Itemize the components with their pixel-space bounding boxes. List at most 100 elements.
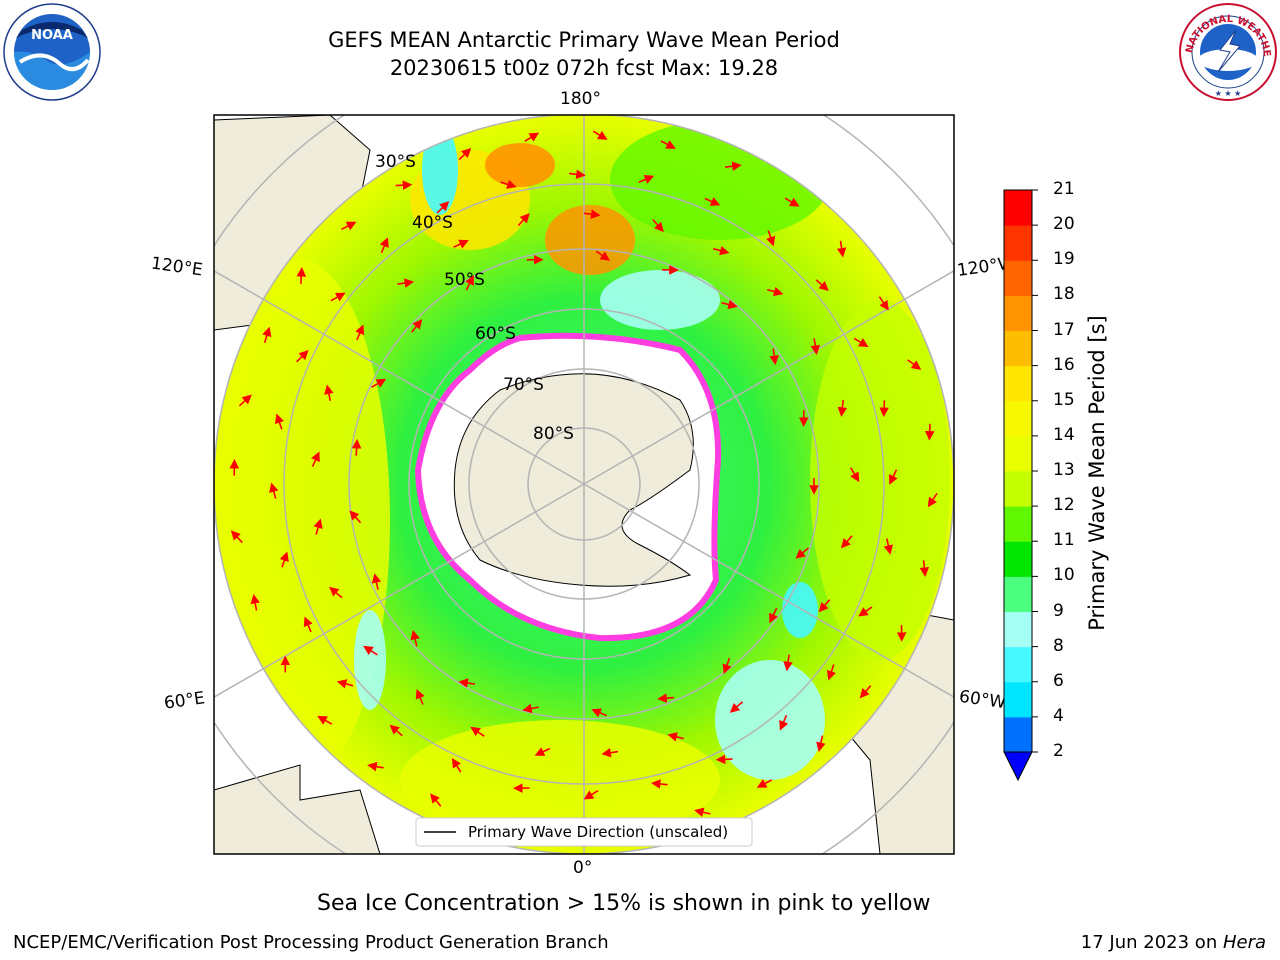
colorbar-tick-label: 10 [1053, 565, 1075, 586]
wave-arrow [818, 599, 831, 613]
legend-label: Primary Wave Direction (unscaled) [468, 823, 728, 841]
wave-arrow [601, 747, 619, 758]
colorbar-band [1004, 611, 1032, 648]
wave-arrow [397, 278, 415, 288]
wave-arrow [836, 240, 847, 258]
colorbar-band [1004, 576, 1032, 612]
lon-label-0: 0° [573, 858, 593, 878]
wave-arrow [336, 679, 354, 689]
colorbar-tick-label: 4 [1053, 705, 1064, 726]
wave-arrow [458, 147, 472, 161]
wave-arrow [330, 292, 346, 302]
wave-arrow [313, 518, 323, 535]
footer-left: NCEP/EMC/Verification Post Processing Pr… [13, 932, 609, 953]
colorbar-band [1004, 541, 1032, 577]
colorbar-tick-label: 19 [1053, 249, 1075, 270]
sea-ice-note: Sea Ice Concentration > 15% is shown in … [317, 891, 931, 916]
wave-arrow [783, 654, 793, 672]
wave-arrow [815, 279, 829, 291]
wave-arrow [453, 239, 469, 249]
wave-arrow [230, 530, 243, 544]
colorbar-tick-label: 20 [1053, 214, 1075, 235]
wave-arrow [517, 213, 530, 227]
wave-arrow [465, 275, 474, 291]
colorbar-tick-label: 6 [1053, 670, 1064, 691]
wave-arrow [779, 714, 789, 731]
wave-arrow [652, 218, 664, 233]
wave-arrow [919, 560, 930, 577]
wave-arrow [269, 482, 279, 499]
wave-arrow [351, 438, 362, 456]
land-africa [214, 764, 381, 854]
noaa-logo: NOAA [3, 3, 101, 101]
wave-arrow [859, 685, 872, 699]
colorbar-label: Primary Wave Mean Period [s] [1085, 315, 1109, 631]
colorbar-band [1004, 295, 1032, 331]
colorbar-band [1004, 190, 1032, 226]
wave-arrow [500, 179, 517, 189]
wave-arrow [238, 394, 252, 407]
wave-arrow [853, 337, 869, 348]
wave-arrow [858, 606, 873, 617]
land-antarctica [453, 373, 694, 587]
wave-arrow [296, 350, 309, 363]
colorbar-tick-label: 9 [1053, 600, 1064, 621]
wave-arrow [311, 451, 320, 468]
colorbar-tick-label: 18 [1053, 284, 1075, 305]
legend-box [415, 817, 753, 847]
wave-arrow [907, 359, 922, 370]
wave-arrow [826, 664, 836, 681]
wave-arrow [395, 180, 413, 190]
wave-arrow [522, 703, 539, 714]
wave-arrow [927, 492, 938, 508]
wave-direction-arrows [229, 130, 938, 839]
wave-arrow [784, 197, 800, 207]
wave-arrow [883, 538, 894, 555]
wave-arrow [317, 715, 333, 725]
wave-arrow [592, 130, 608, 140]
wave-arrow [756, 779, 773, 788]
wave-arrow [595, 250, 611, 261]
lon-label-180: 180° [560, 89, 601, 109]
colorbar-band [1004, 646, 1032, 683]
wave-arrow [583, 209, 601, 219]
wave-arrow [795, 547, 810, 559]
wave-arrow [470, 726, 485, 737]
wave-arrow [704, 197, 721, 206]
wave-arrow [430, 793, 442, 807]
wave-arrow [591, 708, 608, 718]
wave-arrow [879, 400, 889, 418]
colorbar [1003, 189, 1038, 782]
colorbar-tick-label: 8 [1053, 635, 1064, 656]
colorbar-tick-label: 14 [1053, 424, 1075, 445]
chart-title-line-1: GEFS MEAN Antarctic Primary Wave Mean Pe… [328, 28, 840, 52]
wave-arrow [568, 169, 586, 180]
wave-arrow [274, 413, 285, 430]
colorbar-tick-label: 12 [1053, 495, 1075, 516]
wave-arrow [524, 132, 540, 142]
wave-arrow [810, 338, 820, 355]
lat-label-80s: 80°S [533, 424, 574, 444]
wave-arrow [850, 467, 860, 483]
footer-right: 17 Jun 2023 on Hera [1081, 932, 1266, 953]
colorbar-band [1004, 716, 1032, 753]
wave-arrow [766, 230, 776, 247]
wave-arrow [355, 324, 365, 341]
wave-arrow [296, 267, 307, 284]
wave-arrow [878, 296, 889, 311]
wave-arrow [279, 551, 289, 568]
wave-arrow [371, 573, 382, 590]
wave-arrow [713, 245, 730, 256]
colorbar-band [1004, 506, 1032, 542]
wave-arrow [840, 535, 853, 549]
wave-arrow [889, 469, 898, 485]
colorbar-tick-label: 13 [1053, 460, 1075, 480]
wave-arrow [363, 645, 378, 656]
wave-arrow [924, 423, 935, 441]
colorbar-tick-label: 21 [1053, 179, 1075, 199]
wave-arrow [371, 378, 387, 388]
wave-arrow [724, 161, 742, 171]
wave-arrow [816, 735, 826, 752]
colorbar-tick-label: 16 [1053, 354, 1075, 375]
